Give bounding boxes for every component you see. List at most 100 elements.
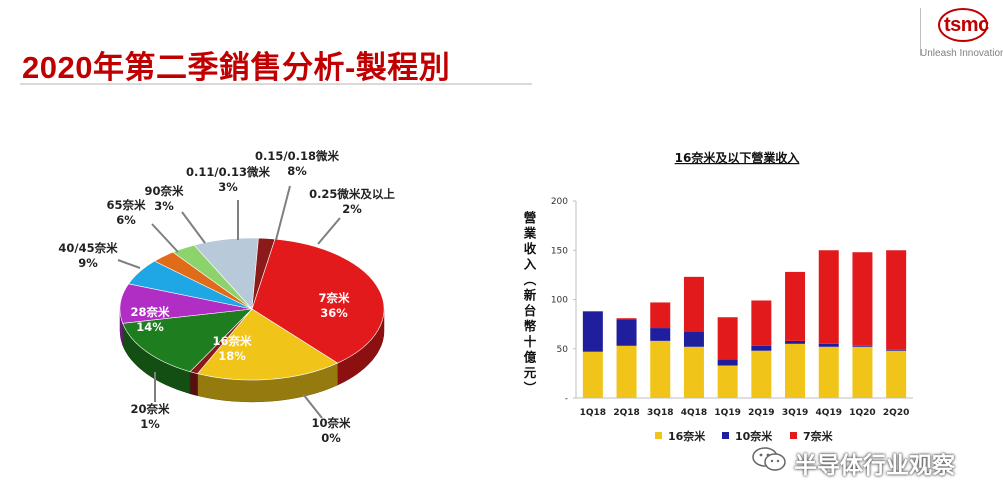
pie-label-percent-4: 14% [136,320,164,334]
pie-leader-line-6 [151,223,179,253]
x-tick-label: 4Q18 [681,408,707,418]
y-tick-label: 200 [551,197,568,207]
pie-label-percent-7: 3% [154,199,174,213]
bar-3Q18-0 [650,340,671,398]
x-tick-label: 2Q18 [613,408,639,418]
legend-label-0: 16奈米 [668,429,706,443]
pie-label-name-2: 16奈米 [212,334,252,348]
logo-ring-icon [938,8,988,42]
pie-slice-2 [196,308,339,381]
pie-slice-0 [251,238,385,364]
pie-label-name-1: 10奈米 [311,416,351,430]
pie-label-percent-6: 6% [116,213,136,227]
pie-label-percent-10: 2% [342,202,362,216]
bar-3Q18-2 [650,302,671,329]
pie-leader-line-7 [181,211,206,244]
pie-label-percent-0: 36% [320,306,348,320]
svg-text:業: 業 [523,226,537,241]
bar-2Q20-1 [886,349,907,351]
pie-slice-4 [122,308,253,373]
y-tick-label: - [565,394,568,404]
pie-label-percent-2: 18% [218,349,246,363]
svg-text:營: 營 [524,210,537,225]
pie-label-percent-8: 3% [218,180,238,194]
legend-label-2: 7奈米 [803,429,834,443]
pie-label-percent-1: 0% [321,431,341,445]
x-tick-label: 1Q20 [849,408,875,418]
slide-title: 2020年第二季銷售分析-製程別 [22,50,451,85]
bar-3Q19-1 [785,340,806,344]
bar-2Q19-2 [751,300,772,346]
pie-slice-10 [251,237,276,310]
bar-1Q20-2 [852,252,873,346]
svg-text:︶: ︶ [523,381,537,396]
legend-swatch-2 [790,432,797,439]
pie-label-name-4: 28奈米 [130,305,170,319]
pie-label-name-9: 0.15/0.18微米 [255,149,339,163]
svg-text:元: 元 [524,365,537,380]
pie-label-percent-9: 8% [287,164,307,178]
pie-label-percent-3: 1% [140,417,160,431]
bar-2Q20-2 [886,250,907,350]
svg-text:新: 新 [524,288,537,303]
svg-text:入: 入 [524,257,537,272]
bar-1Q19-2 [717,317,738,360]
svg-text:億: 億 [524,350,537,365]
bar-4Q18-2 [683,276,704,333]
logo-tagline: Unleash Innovation [920,48,1003,59]
x-tick-label: 2Q20 [883,408,909,418]
pie-leader-line-5 [117,259,141,269]
bar-1Q20-1 [852,345,873,347]
pie-leader-line-1 [302,393,323,419]
logo-divider [920,8,921,56]
bar-3Q18-1 [650,328,671,341]
title-divider [20,83,532,85]
bar-2Q20-0 [886,350,907,398]
bar-3Q19-0 [785,343,806,398]
pie-chart: 7奈米36%10奈米0%16奈米18%20奈米1%28奈米14%40/45奈米9… [58,149,395,445]
pie-label-name-3: 20奈米 [130,402,170,416]
bar-legend: 16奈米 10奈米 7奈米 [655,429,834,443]
bar-1Q18-0 [582,351,603,398]
y-tick-label: 150 [551,246,568,256]
pie-label-name-8: 0.11/0.13微米 [186,165,270,179]
y-tick-label: 100 [551,296,568,306]
pie-label-name-10: 0.25微米及以上 [309,187,395,201]
bar-2Q18-0 [616,345,637,398]
bar-4Q18-1 [683,332,704,347]
legend-swatch-1 [722,432,729,439]
bar-2Q19-1 [751,345,772,351]
bar-2Q19-0 [751,350,772,398]
bar-4Q19-0 [818,346,839,398]
svg-text:︵: ︵ [523,272,537,287]
bar-2Q18-1 [616,319,637,346]
pie-labels: 7奈米36%10奈米0%16奈米18%20奈米1%28奈米14%40/45奈米9… [58,149,395,445]
x-tick-label: 4Q19 [816,408,842,418]
tsmc-logo: tsmc [924,6,1000,62]
pie-label-name-0: 7奈米 [318,291,350,305]
bar-1Q20-0 [852,346,873,398]
bar-2Q18-2 [616,318,637,320]
bar-4Q19-1 [818,343,839,347]
legend-swatch-0 [655,432,662,439]
pie-label-name-5: 40/45奈米 [58,241,118,255]
svg-text:十: 十 [524,334,537,349]
bar-chart-title: 16奈米及以下營業收入 [675,150,800,165]
wechat-icon [752,447,786,471]
x-tick-label: 2Q19 [748,408,774,418]
pie-leader-line-10 [317,217,341,245]
svg-text:台: 台 [524,303,537,318]
watermark-text: 半导体行业观察 [794,453,955,479]
bar-1Q19-0 [717,365,738,398]
pie-label-name-7: 90奈米 [144,184,184,198]
legend-label-1: 10奈米 [735,429,773,443]
bar-3Q19-2 [785,271,806,341]
svg-text:收: 收 [524,241,537,256]
y-tick-label: 50 [557,345,569,355]
x-tick-label: 1Q18 [580,408,606,418]
pie-leader-line-9 [275,185,291,241]
pie-label-name-6: 65奈米 [106,198,146,212]
pie-label-percent-5: 9% [78,256,98,270]
x-tick-label: 3Q18 [647,408,673,418]
